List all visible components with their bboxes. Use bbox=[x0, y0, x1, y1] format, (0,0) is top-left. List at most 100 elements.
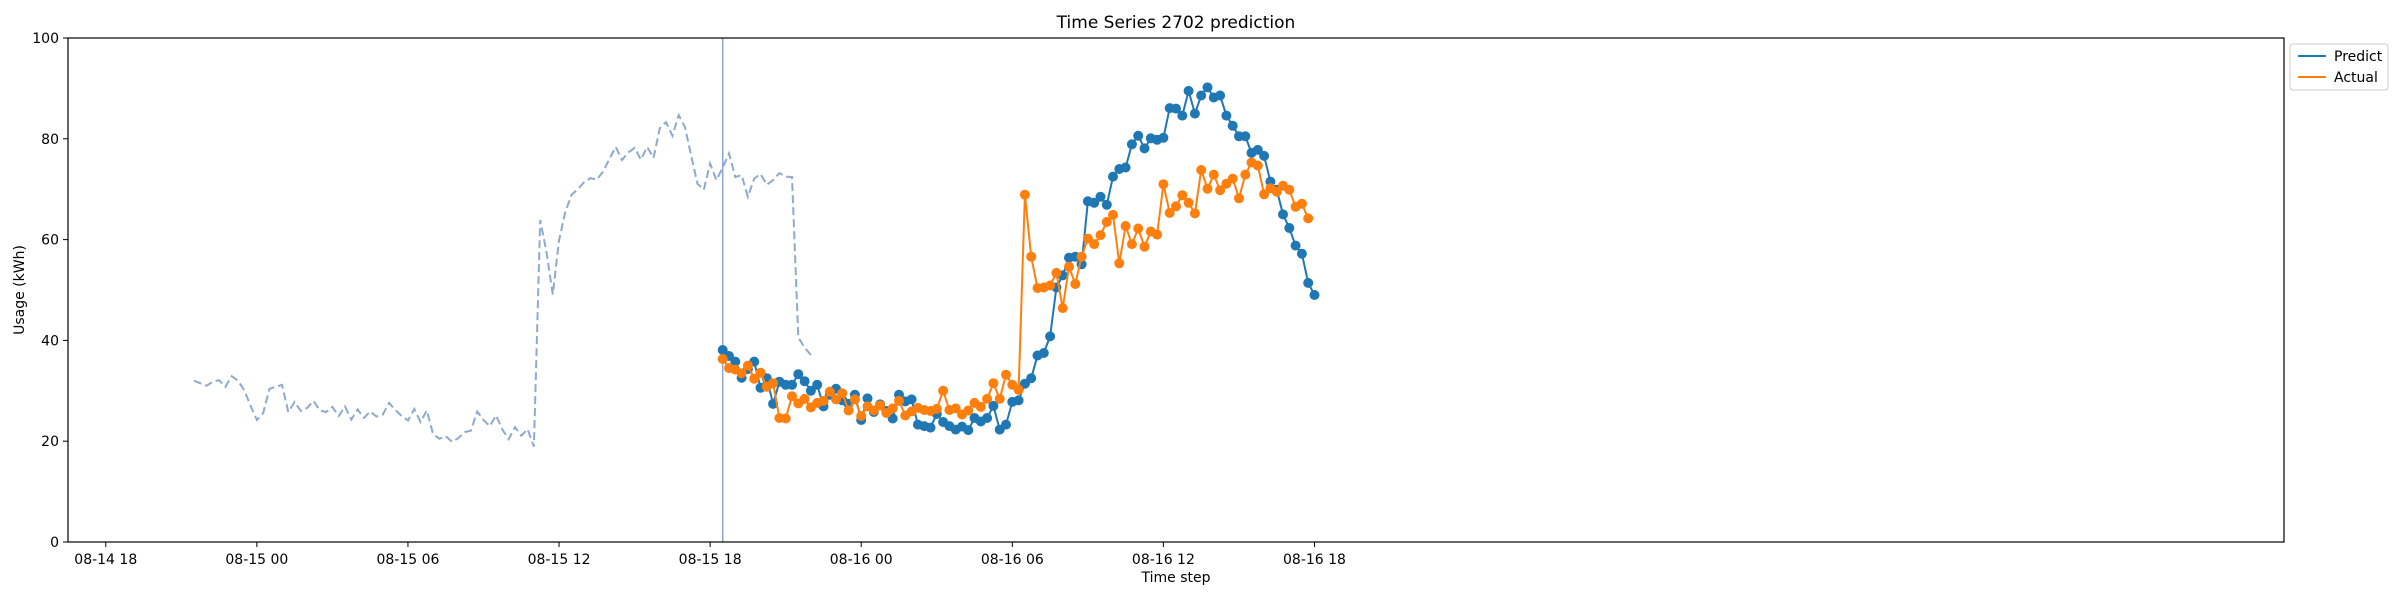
series-predict-point bbox=[1259, 150, 1270, 161]
series-predict-point bbox=[1196, 90, 1207, 101]
series-predict-point bbox=[730, 356, 741, 367]
series-actual-point bbox=[1057, 303, 1068, 314]
x-tick-label: 08-15 06 bbox=[376, 552, 439, 568]
series-predict-point bbox=[1303, 277, 1314, 288]
series-actual-point bbox=[963, 405, 974, 416]
series-predict-point bbox=[1095, 191, 1106, 202]
series-actual-point bbox=[1133, 223, 1144, 234]
series-actual-point bbox=[1271, 186, 1282, 197]
y-axis-label: Usage (kWh) bbox=[12, 245, 28, 335]
series-actual-point bbox=[780, 413, 791, 424]
series-predict-point bbox=[1089, 197, 1100, 208]
x-tick-label: 08-16 00 bbox=[830, 552, 893, 568]
series-predict-point bbox=[982, 413, 993, 423]
series-actual-point bbox=[742, 360, 753, 371]
series-predict-point bbox=[717, 345, 728, 355]
series-actual-point bbox=[1045, 280, 1056, 291]
series-predict-point bbox=[1202, 82, 1213, 93]
series-predict-point bbox=[1108, 171, 1118, 182]
series-actual-point bbox=[849, 394, 860, 405]
series-predict-point bbox=[1290, 240, 1301, 251]
axes: 0 20 40 60 80 100 08-14 18 08-15 00 08-15 06 08-1… bbox=[32, 31, 1346, 568]
x-tick-label: 08-16 18 bbox=[1283, 552, 1346, 568]
y-tick-label: 40 bbox=[41, 333, 59, 349]
series-actual-point bbox=[768, 378, 779, 389]
plot-area bbox=[193, 38, 1320, 542]
series-actual-point bbox=[994, 393, 1005, 404]
chart-title: Time Series 2702 prediction bbox=[1056, 13, 1296, 33]
series-predict-point bbox=[1001, 419, 1011, 430]
series-actual-point bbox=[1126, 239, 1137, 250]
series-actual-point bbox=[975, 401, 986, 412]
series-predict-point bbox=[1013, 395, 1024, 406]
x-axis-label: Time step bbox=[1141, 570, 1211, 586]
series-predict-point bbox=[988, 400, 999, 411]
legend-predict-label: Predict bbox=[2334, 49, 2383, 65]
series-actual-point bbox=[887, 403, 898, 414]
y-tick-label: 80 bbox=[41, 132, 59, 148]
series-actual-point bbox=[950, 403, 961, 414]
series-actual-point bbox=[1183, 197, 1194, 208]
series-predict-point bbox=[1215, 90, 1226, 101]
series-actual-point bbox=[1120, 221, 1131, 231]
series-predict-point bbox=[963, 425, 974, 436]
y-tick-label: 60 bbox=[41, 233, 59, 249]
series-actual-point bbox=[717, 354, 728, 364]
series-predict-point bbox=[1183, 85, 1194, 96]
legend-actual-label: Actual bbox=[2334, 70, 2378, 86]
series-predict-point bbox=[906, 394, 917, 405]
series-actual-point bbox=[831, 394, 841, 405]
series-actual-point bbox=[1108, 209, 1118, 220]
history-line bbox=[193, 112, 812, 448]
x-tick-label: 08-16 06 bbox=[981, 552, 1044, 568]
series-actual-point bbox=[837, 388, 848, 399]
series-predict-point bbox=[799, 376, 810, 387]
series-predict-point bbox=[925, 422, 936, 433]
series-actual-point bbox=[1013, 384, 1024, 395]
series-predict-point bbox=[1126, 139, 1137, 150]
series-predict-point bbox=[862, 393, 873, 404]
series-actual-point bbox=[938, 385, 949, 396]
series-predict-point bbox=[1045, 331, 1056, 342]
series-predict-point bbox=[1296, 248, 1307, 259]
series-actual-point bbox=[1215, 185, 1226, 196]
series-actual-point bbox=[1158, 179, 1169, 190]
series-predict-point bbox=[1227, 120, 1238, 131]
series-actual-point bbox=[1202, 183, 1213, 194]
series-actual-point bbox=[1227, 173, 1238, 184]
series-actual-point bbox=[1234, 193, 1244, 204]
series-actual-point bbox=[843, 405, 854, 416]
series-actual-point bbox=[1171, 201, 1181, 212]
series-predict-point bbox=[787, 379, 797, 390]
series-actual-point bbox=[1076, 251, 1087, 262]
series-actual-point bbox=[824, 386, 835, 397]
series-actual-point bbox=[931, 403, 942, 414]
series-predict-point bbox=[1158, 132, 1169, 143]
series-actual-point bbox=[1095, 230, 1106, 241]
series-predict-point bbox=[1284, 223, 1295, 233]
series-actual-point bbox=[1070, 279, 1081, 289]
series-predict-point bbox=[1026, 373, 1037, 384]
series-predict-point bbox=[812, 379, 823, 390]
series-actual-point bbox=[1019, 189, 1030, 200]
series-actual-point bbox=[988, 378, 999, 389]
series-actual-point bbox=[1064, 261, 1074, 272]
series-actual-point bbox=[1177, 190, 1188, 201]
series-actual-point bbox=[1001, 369, 1011, 380]
series-actual-point bbox=[749, 373, 760, 384]
series-actual-point bbox=[1026, 251, 1037, 262]
y-tick-label: 20 bbox=[41, 434, 59, 450]
series-predict-point bbox=[1133, 130, 1144, 141]
series-predict-point bbox=[1252, 144, 1263, 155]
series-actual-point bbox=[1259, 189, 1270, 200]
series-actual-point bbox=[1303, 213, 1314, 224]
x-tick-label: 08-15 18 bbox=[679, 552, 742, 568]
series-actual-point bbox=[787, 391, 797, 402]
series-predict-point bbox=[1309, 290, 1320, 300]
x-tick-label: 08-15 00 bbox=[225, 552, 288, 568]
series-predict-point bbox=[1177, 110, 1188, 121]
series-predict-point bbox=[1139, 143, 1150, 154]
series-actual-point bbox=[856, 411, 867, 421]
